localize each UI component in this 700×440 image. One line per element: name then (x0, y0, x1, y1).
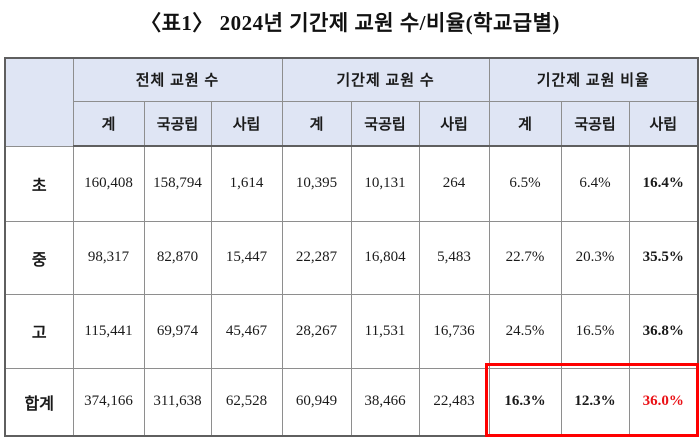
header-sub-row: 계 국공립 사립 계 국공립 사립 계 국공립 사립 (5, 100, 699, 147)
group-header-total-teachers: 전체 교원 수 (72, 57, 283, 102)
table-row-high: 고 115,441 69,974 45,467 28,267 11,531 16… (4, 293, 699, 369)
subheader-public-3: 국공립 (560, 100, 630, 147)
group-header-fixedterm-ratio: 기간제 교원 비율 (488, 57, 699, 102)
subheader-public-1: 국공립 (143, 100, 212, 147)
subheader-private-1: 사립 (210, 100, 283, 147)
data-cell: 1,614 (210, 145, 283, 222)
data-cell: 45,467 (210, 293, 283, 369)
data-cell: 22,287 (281, 220, 352, 295)
row-label-middle: 중 (4, 220, 74, 295)
data-cell: 311,638 (143, 367, 212, 437)
data-cell: 16.5% (560, 293, 630, 369)
row-label-high: 고 (4, 293, 74, 369)
data-cell: 20.3% (560, 220, 630, 295)
data-cell: 60,949 (281, 367, 352, 437)
data-cell: 10,131 (350, 145, 420, 222)
subheader-public-2: 국공립 (350, 100, 420, 147)
subheader-private-2: 사립 (418, 100, 490, 147)
data-cell: 6.4% (560, 145, 630, 222)
data-cell: 62,528 (210, 367, 283, 437)
group-header-fixedterm-teachers: 기간제 교원 수 (281, 57, 490, 102)
data-cell-bold: 36.8% (628, 293, 699, 369)
subheader-total-1: 계 (72, 100, 145, 147)
subheader-total-2: 계 (281, 100, 352, 147)
data-cell: 11,531 (350, 293, 420, 369)
teacher-stats-table: 전체 교원 수 기간제 교원 수 기간제 교원 비율 계 국공립 사립 계 국공… (4, 57, 700, 437)
data-cell: 115,441 (72, 293, 145, 369)
corner-cell (4, 57, 74, 147)
data-cell: 160,408 (72, 145, 145, 222)
data-cell: 22.7% (488, 220, 562, 295)
data-cell-bold: 16.3% (488, 367, 562, 437)
table-row-middle: 중 98,317 82,870 15,447 22,287 16,804 5,4… (4, 220, 699, 295)
data-cell-bold: 16.4% (628, 145, 699, 222)
data-cell: 28,267 (281, 293, 352, 369)
data-cell: 16,736 (418, 293, 490, 369)
data-cell: 16,804 (350, 220, 420, 295)
data-cell: 82,870 (143, 220, 212, 295)
page-title: 〈표1〉 2024년 기간제 교원 수/비율(학교급별) (140, 11, 560, 35)
data-cell: 38,466 (350, 367, 420, 437)
data-cell: 98,317 (72, 220, 145, 295)
data-cell: 24.5% (488, 293, 562, 369)
data-cell: 264 (418, 145, 490, 222)
data-cell-red: 36.0% (628, 367, 699, 437)
data-cell: 6.5% (488, 145, 562, 222)
row-label-elementary: 초 (4, 145, 74, 222)
subheader-total-3: 계 (488, 100, 562, 147)
data-cell: 22,483 (418, 367, 490, 437)
row-label-total: 합계 (4, 367, 74, 437)
data-cell-bold: 12.3% (560, 367, 630, 437)
data-cell: 374,166 (72, 367, 145, 437)
header-group-row: 전체 교원 수 기간제 교원 수 기간제 교원 비율 (4, 57, 699, 147)
data-cell: 15,447 (210, 220, 283, 295)
data-cell: 10,395 (281, 145, 352, 222)
data-cell-bold: 35.5% (628, 220, 699, 295)
data-cell: 69,974 (143, 293, 212, 369)
table-row-total: 합계 374,166 311,638 62,528 60,949 38,466 … (4, 367, 699, 437)
table-row-elementary: 초 160,408 158,794 1,614 10,395 10,131 26… (4, 145, 699, 222)
subheader-private-3: 사립 (628, 100, 699, 147)
data-cell: 158,794 (143, 145, 212, 222)
data-cell: 5,483 (418, 220, 490, 295)
